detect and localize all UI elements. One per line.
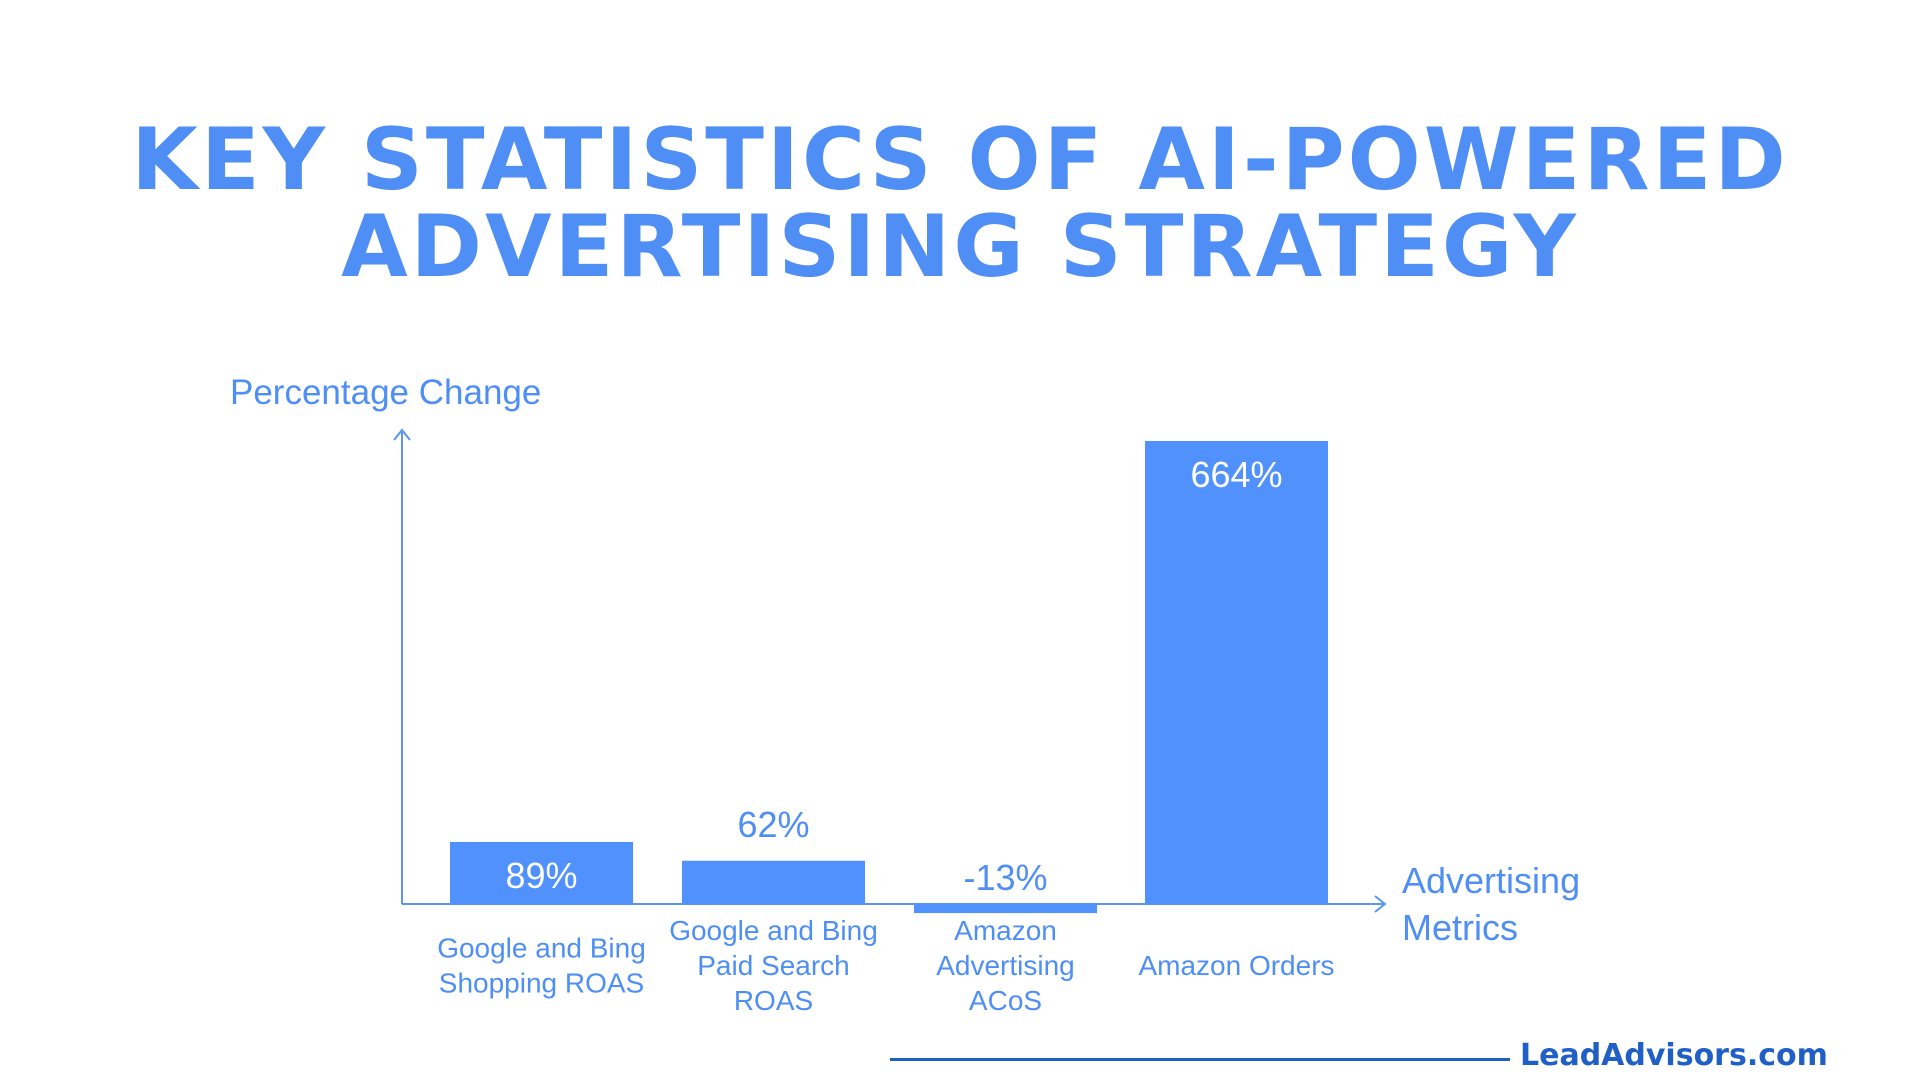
x-axis-arrow-icon — [1374, 895, 1387, 913]
category-label-1: ROAS — [734, 985, 813, 1016]
category-label-2: Advertising — [936, 950, 1075, 981]
category-label-2: Amazon — [954, 915, 1057, 946]
bar-0 — [450, 841, 633, 904]
bar-3 — [1145, 441, 1328, 904]
x-axis-label-line: Metrics — [1402, 907, 1518, 948]
data-label-1: 62% — [737, 804, 809, 845]
category-label-1: Paid Search — [697, 950, 850, 981]
category-label-3: Amazon Orders — [1138, 950, 1334, 981]
data-label-0: 89% — [505, 855, 577, 896]
category-label-0: Shopping ROAS — [439, 968, 644, 999]
data-label-3: 664% — [1190, 454, 1282, 495]
data-label-2: -13% — [963, 857, 1047, 898]
y-axis-label: Percentage Change — [230, 373, 541, 412]
bar-1 — [682, 860, 865, 904]
chart-title-line-2: ADVERTISING STRATEGY — [341, 197, 1579, 297]
labels: Percentage Change Advertising Metrics 89% Go… — [230, 373, 1580, 1016]
category-label-1: Google and Bing — [669, 915, 878, 946]
chart-title-line-1: KEY STATISTICS OF AI-POWERED — [131, 110, 1789, 210]
category-label-2: ACoS — [969, 985, 1042, 1016]
y-axis-arrow-icon — [393, 428, 411, 441]
category-label-0: Google and Bing — [437, 933, 646, 964]
x-axis-label-line: Advertising — [1402, 860, 1580, 901]
bar-2 — [914, 904, 1097, 914]
bars — [450, 441, 1328, 914]
footer-divider — [890, 1058, 1510, 1061]
brand-link[interactable]: LeadAdvisors.com — [1520, 1038, 1828, 1073]
